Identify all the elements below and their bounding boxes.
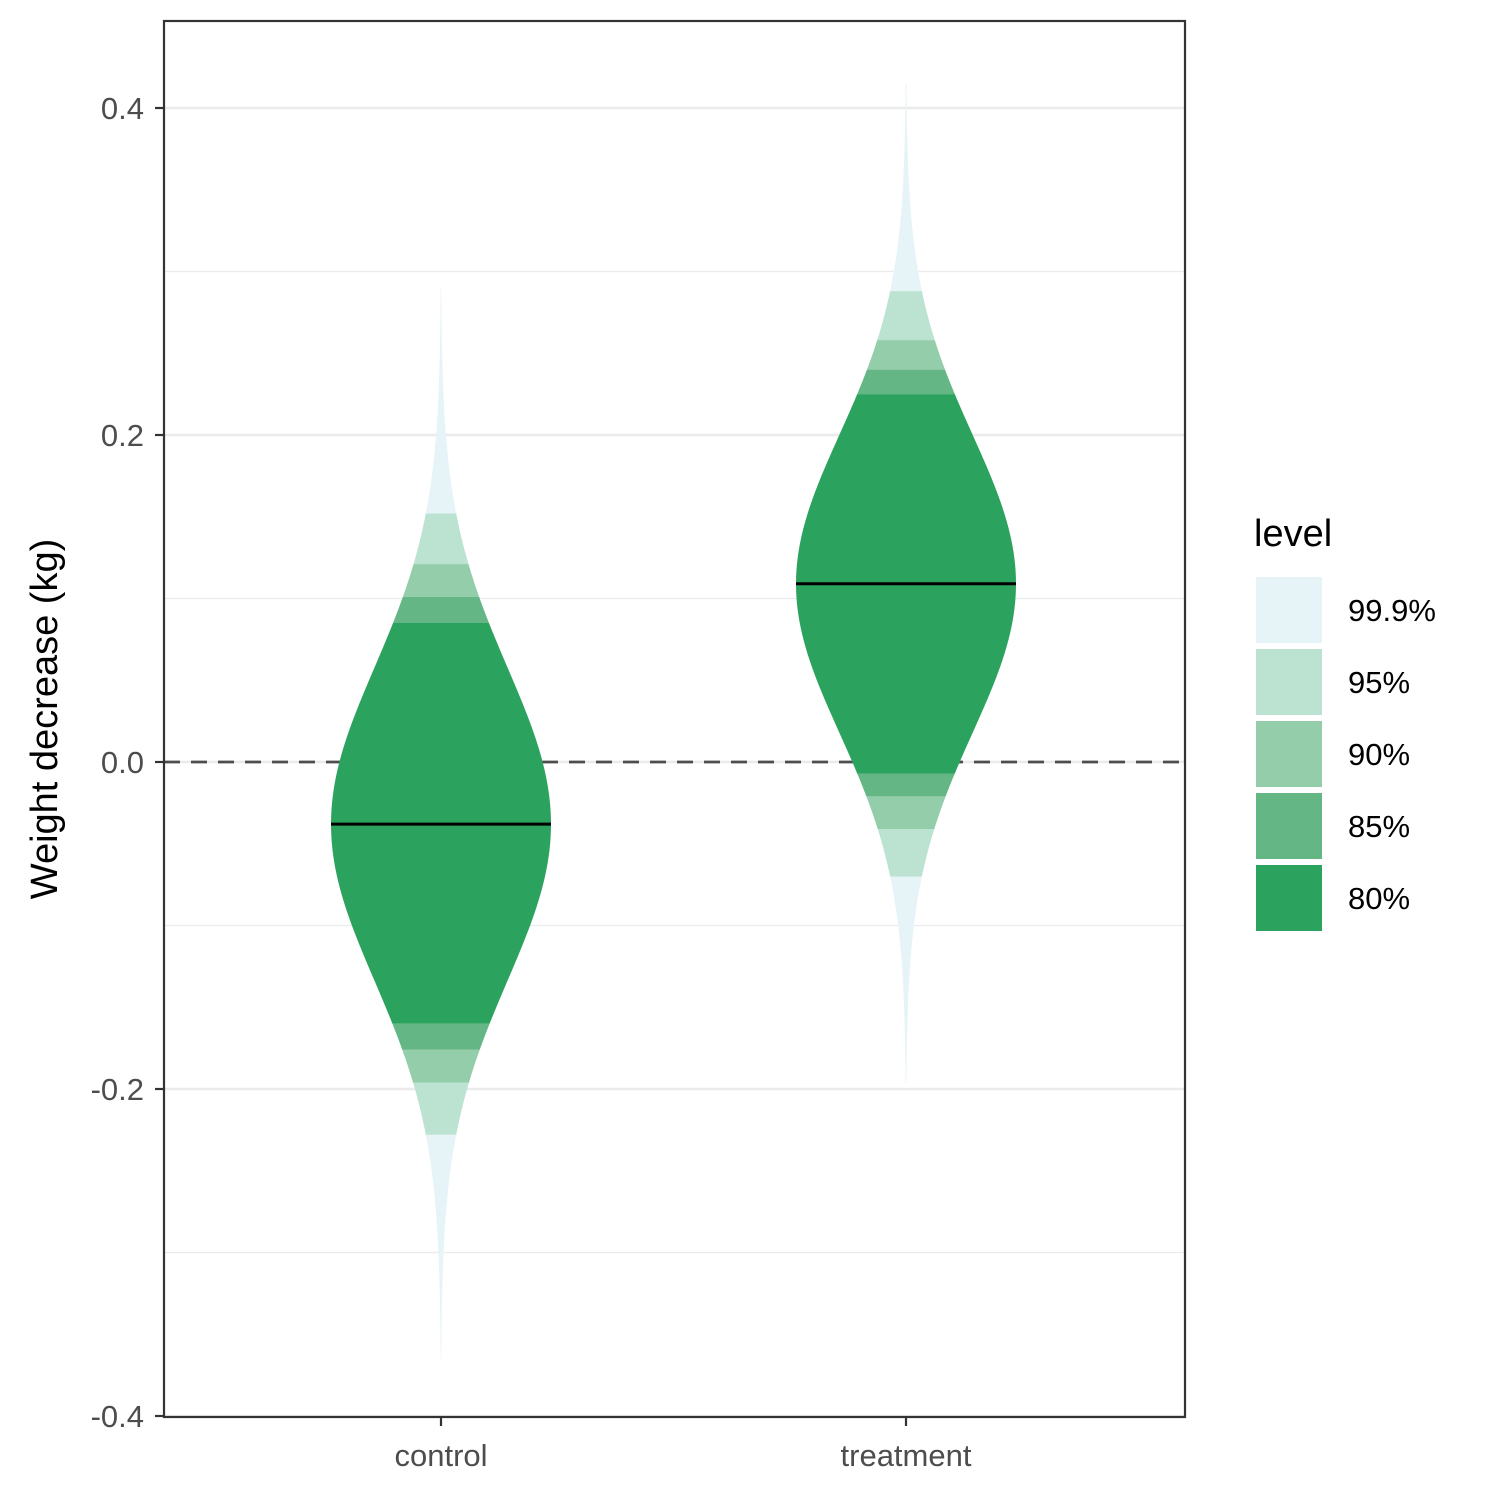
y-tick-label: -0.4 [91, 1399, 144, 1434]
y-tick-label: 0.2 [101, 418, 144, 453]
violins [331, 83, 1016, 1359]
x-tick-label-treatment: treatment [841, 1438, 972, 1473]
panel-border [162, 19, 1187, 1419]
violin-band-control-85pct-upper [393, 596, 489, 624]
violin-band-treatment-95pct-upper [877, 291, 935, 341]
legend-swatch-90pct [1256, 721, 1322, 787]
violin-band-treatment-85pct-lower [857, 773, 955, 797]
legend-label: 85% [1348, 809, 1410, 844]
legend-label: 80% [1348, 881, 1410, 916]
violin-band-treatment-90pct-lower [866, 796, 946, 830]
violin-band-control-95pct-upper [413, 513, 469, 565]
y-tick-label: -0.2 [91, 1072, 144, 1107]
violin-band-treatment-99-9pct-lower [890, 876, 922, 1083]
legend-swatch-80pct [1256, 865, 1322, 931]
violin-band-control-99-9pct-lower [425, 1134, 457, 1359]
violin-band-control-85pct-lower [392, 1023, 490, 1050]
violin-band-control-90pct-lower [402, 1049, 480, 1083]
violin-band-control-99-9pct-upper [425, 287, 457, 514]
violin-band-treatment-90pct-upper [866, 340, 946, 370]
legend: level 99.9% 95% 90% 85% 80% [1254, 513, 1436, 931]
legend-swatch-95pct [1256, 649, 1322, 715]
y-axis: -0.4 -0.2 0.0 0.2 0.4 [91, 91, 164, 1434]
y-tick-label: 0.4 [101, 91, 144, 126]
legend-label: 99.9% [1348, 593, 1436, 628]
violin-band-treatment-85pct-upper [857, 369, 955, 395]
violin-band-control-90pct-upper [402, 564, 480, 597]
y-axis-title: Weight decrease (kg) [24, 539, 66, 899]
violin-band-treatment-95pct-lower [877, 829, 935, 877]
x-axis: control treatment [394, 1417, 972, 1473]
violin-control [331, 287, 551, 1359]
legend-swatch-85pct [1256, 793, 1322, 859]
violin-band-control-95pct-lower [413, 1082, 469, 1135]
y-tick-label: 0.0 [101, 745, 144, 780]
x-tick-label-control: control [394, 1438, 487, 1473]
legend-label: 90% [1348, 737, 1410, 772]
violin-treatment [796, 83, 1016, 1083]
legend-title: level [1254, 513, 1332, 555]
legend-label: 95% [1348, 665, 1410, 700]
violin-band-treatment-99-9pct-upper [890, 83, 922, 292]
legend-swatch-99-9pct [1256, 577, 1322, 643]
